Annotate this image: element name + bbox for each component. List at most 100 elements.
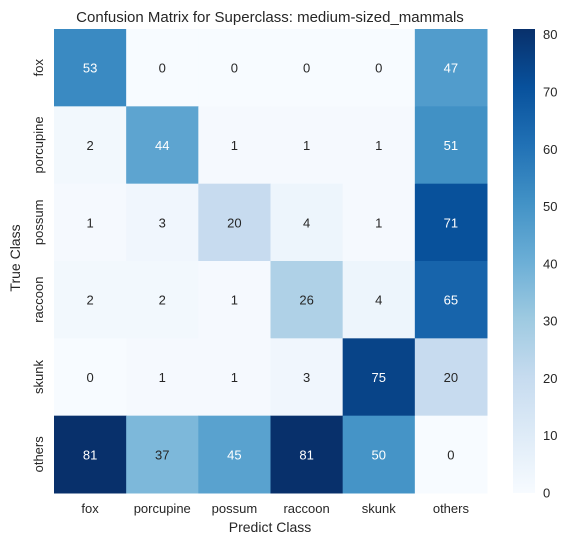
cell-value-label: 0 <box>231 61 238 76</box>
cell-value-label: 1 <box>303 138 310 153</box>
heatmap-cell <box>54 183 127 262</box>
cell-value-label: 81 <box>83 447 97 462</box>
x-tick-label: others <box>433 501 470 516</box>
x-axis-ticks: fox porcupine possum raccoon skunk others <box>81 501 469 516</box>
heatmap-cell <box>198 183 271 262</box>
cell-value-label: 50 <box>372 447 386 462</box>
cell-value-label: 2 <box>86 138 93 153</box>
y-tick-label: fox <box>31 58 46 76</box>
heatmap-cell <box>342 338 416 417</box>
heatmap-cell <box>414 338 488 417</box>
x-axis-label: Predict Class <box>229 519 311 535</box>
colorbar <box>513 29 535 493</box>
x-tick-label: fox <box>81 501 99 516</box>
cell-value-label: 0 <box>447 447 454 462</box>
heatmap-cell <box>270 106 344 185</box>
heatmap-cell <box>198 29 271 107</box>
cell-value-label: 1 <box>86 215 93 230</box>
heatmap-cell <box>342 106 416 185</box>
cell-value-label: 1 <box>231 370 238 385</box>
colorbar-tick-label: 0 <box>543 486 550 501</box>
y-tick-label: skunk <box>31 360 46 394</box>
heatmap-cell <box>198 261 271 339</box>
cell-value-label: 20 <box>227 215 241 230</box>
heatmap-cell <box>270 261 344 339</box>
colorbar-tick-label: 20 <box>543 371 557 386</box>
colorbar-tick-label: 40 <box>543 256 557 271</box>
heatmap-cells <box>54 29 488 494</box>
heatmap-cell <box>414 183 488 262</box>
cell-value-label: 44 <box>155 138 169 153</box>
heatmap-cell <box>342 183 416 262</box>
heatmap-cell <box>54 415 127 494</box>
cell-value-label: 0 <box>303 61 310 76</box>
heatmap-cell <box>126 29 199 107</box>
heatmap-cell <box>126 261 199 339</box>
colorbar-tick-label: 70 <box>543 85 557 100</box>
colorbar-tick-label: 30 <box>543 314 557 329</box>
heatmap-cell <box>342 415 416 494</box>
y-tick-label: possum <box>31 200 46 246</box>
heatmap-cell <box>342 29 416 107</box>
y-axis-label: True Class <box>7 224 23 291</box>
x-tick-label: raccoon <box>283 501 329 516</box>
colorbar-tick-label: 10 <box>543 428 557 443</box>
cell-value-label: 26 <box>299 293 313 308</box>
cell-value-label: 53 <box>83 61 97 76</box>
cell-value-label: 1 <box>159 370 166 385</box>
heatmap-cell <box>54 338 127 417</box>
cell-value-label: 47 <box>444 61 458 76</box>
heatmap-cell <box>126 183 199 262</box>
y-tick-label: others <box>31 436 46 473</box>
x-tick-label: skunk <box>362 501 396 516</box>
colorbar-ticks: 0 10 20 30 40 50 60 70 80 <box>543 27 557 500</box>
heatmap-cell-labels: 53 0 0 0 0 47 2 44 1 1 1 51 1 3 20 4 1 71 2 2 1 26 4 65 0 1 1 3 75 20… <box>83 61 458 463</box>
heatmap-cell <box>414 261 488 339</box>
cell-value-label: 1 <box>231 293 238 308</box>
colorbar-tick-label: 50 <box>543 199 557 214</box>
cell-value-label: 1 <box>375 215 382 230</box>
heatmap-cell <box>414 415 488 494</box>
colorbar-tick-label: 80 <box>543 27 557 42</box>
cell-value-label: 51 <box>444 138 458 153</box>
cell-value-label: 45 <box>227 447 241 462</box>
heatmap-cell <box>270 183 344 262</box>
cell-value-label: 0 <box>86 370 93 385</box>
heatmap-cell <box>54 106 127 185</box>
heatmap-cell <box>198 338 271 417</box>
cell-value-label: 2 <box>86 293 93 308</box>
cell-value-label: 4 <box>303 215 310 230</box>
heatmap-cell <box>54 261 127 339</box>
heatmap-cell <box>126 338 199 417</box>
y-tick-label: raccoon <box>31 277 46 323</box>
cell-value-label: 2 <box>159 293 166 308</box>
x-tick-label: porcupine <box>134 501 191 516</box>
cell-value-label: 71 <box>444 215 458 230</box>
heatmap-cell <box>342 261 416 339</box>
y-tick-label: porcupine <box>31 116 46 173</box>
heatmap-cell <box>126 415 199 494</box>
x-tick-label: possum <box>212 501 258 516</box>
cell-value-label: 0 <box>375 61 382 76</box>
heatmap-cell <box>270 415 344 494</box>
cell-value-label: 1 <box>231 138 238 153</box>
colorbar-tick-label: 60 <box>543 142 557 157</box>
cell-value-label: 3 <box>303 370 310 385</box>
cell-value-label: 0 <box>159 61 166 76</box>
heatmap-cell <box>198 415 271 494</box>
cell-value-label: 20 <box>444 370 458 385</box>
cell-value-label: 65 <box>444 293 458 308</box>
cell-value-label: 3 <box>159 215 166 230</box>
heatmap-cell <box>270 338 344 417</box>
cell-value-label: 1 <box>375 138 382 153</box>
cell-value-label: 81 <box>299 447 313 462</box>
heatmap-cell <box>54 29 127 107</box>
cell-value-label: 75 <box>372 370 386 385</box>
heatmap-cell <box>126 106 199 185</box>
heatmap-cell <box>198 106 271 185</box>
heatmap-cell <box>414 106 488 185</box>
y-axis-ticks: fox porcupine possum raccoon skunk others <box>31 58 46 472</box>
heatmap-cell <box>270 29 344 107</box>
cell-value-label: 4 <box>375 293 382 308</box>
